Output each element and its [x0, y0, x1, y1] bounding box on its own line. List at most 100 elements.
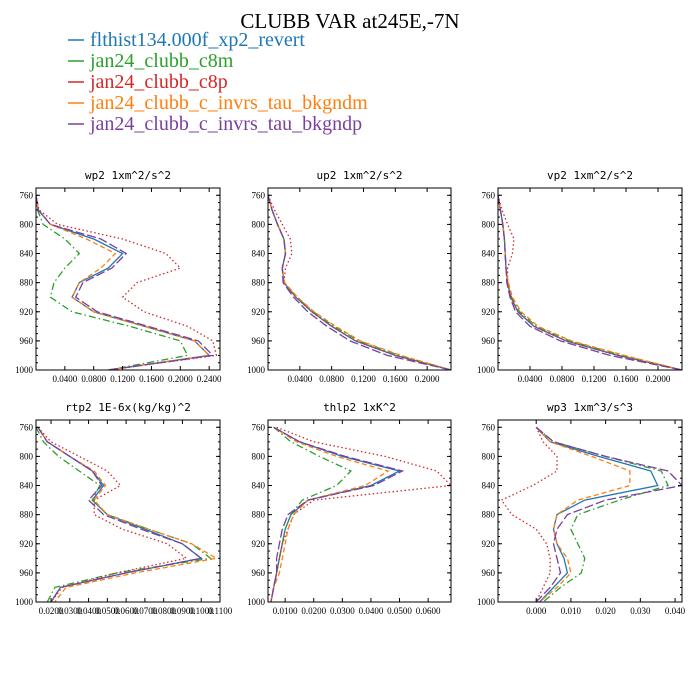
y-tick-label: 920 — [20, 539, 34, 549]
y-tick-label: 1000 — [247, 365, 266, 375]
x-tick-label: 0.0800 — [81, 374, 106, 384]
x-tick-label: 0.0300 — [57, 606, 82, 616]
x-tick-label: 0.0400 — [359, 606, 384, 616]
series-line — [36, 195, 211, 370]
series-line — [36, 195, 215, 370]
x-tick-label: 0.1200 — [110, 374, 135, 384]
x-tick-label: 0.0900 — [170, 606, 195, 616]
series-line — [535, 426, 682, 602]
series-line — [535, 426, 670, 602]
y-tick-label: 1000 — [15, 597, 34, 607]
y-tick-label: 840 — [482, 249, 496, 259]
x-tick-label: 0.000 — [526, 606, 547, 616]
x-tick-label: 0.2000 — [415, 374, 440, 384]
x-tick-label: 0.1100 — [208, 606, 233, 616]
x-tick-label: 0.1600 — [383, 374, 408, 384]
x-tick-label: 0.040 — [665, 606, 686, 616]
plot-frame — [35, 187, 221, 371]
y-tick-label: 760 — [20, 422, 34, 432]
y-tick-label: 800 — [20, 451, 34, 461]
y-tick-label: 880 — [20, 510, 34, 520]
y-tick-label: 920 — [252, 539, 266, 549]
y-tick-label: 880 — [482, 510, 496, 520]
y-tick-label: 840 — [20, 249, 34, 259]
x-tick-label: 0.0800 — [319, 374, 344, 384]
y-tick-label: 840 — [20, 481, 34, 491]
plot-frame — [35, 419, 221, 603]
x-tick-label: 0.0200 — [39, 606, 64, 616]
panel: up2 1xm^2/s^2 760 800 840 880 920 960 1000 0.040… — [247, 169, 452, 384]
x-tick-label: 0.0500 — [95, 606, 120, 616]
y-tick-label: 920 — [482, 539, 496, 549]
legend-label: jan24_clubb_c8m — [89, 50, 234, 72]
series-group — [268, 195, 451, 370]
series-line — [268, 195, 451, 370]
x-tick-label: 0.1600 — [139, 374, 164, 384]
x-tick-label: 0.2000 — [168, 374, 193, 384]
y-tick-label: 800 — [252, 219, 266, 229]
y-tick-label: 840 — [482, 481, 496, 491]
y-tick-label: 800 — [252, 451, 266, 461]
x-tick-label: 0.1200 — [351, 374, 376, 384]
legend-label: flthist134.000f_xp2_revert — [90, 29, 305, 51]
legend-entry: jan24_clubb_c_invrs_tau_bkgndm — [68, 92, 368, 114]
series-line — [498, 195, 682, 370]
y-tick-label: 880 — [252, 278, 266, 288]
y-tick-label: 920 — [252, 307, 266, 317]
x-tick-label: 0.010 — [561, 606, 582, 616]
y-tick-label: 960 — [252, 568, 266, 578]
y-tick-label: 1000 — [247, 597, 266, 607]
series-line — [36, 195, 211, 370]
series-line — [498, 195, 682, 370]
panel: rtp2 1E-6x(kg/kg)^2 760 800 840 880 920 960 100… — [15, 401, 233, 616]
x-tick-label: 0.0600 — [416, 606, 441, 616]
x-tick-label: 0.0400 — [518, 374, 543, 384]
panel: wp3 1xm^3/s^3 760 800 840 880 920 960 1000 0.000… — [477, 401, 686, 616]
x-tick-label: 0.0400 — [76, 606, 101, 616]
x-tick-label: 0.0600 — [114, 606, 139, 616]
plot-frame — [267, 187, 452, 371]
legend: flthist134.000f_xp2_revertjan24_clubb_c8… — [68, 29, 368, 135]
y-tick-label: 960 — [252, 336, 266, 346]
panel-title: rtp2 1E-6x(kg/kg)^2 — [65, 401, 191, 414]
x-tick-label: 0.0800 — [550, 374, 575, 384]
panel-title: wp2 1xm^2/s^2 — [85, 169, 171, 182]
x-tick-label: 0.020 — [595, 606, 616, 616]
panel-title: vp2 1xm^2/s^2 — [547, 169, 633, 182]
x-tick-label: 0.0100 — [273, 606, 298, 616]
x-tick-label: 0.2400 — [197, 374, 222, 384]
y-tick-label: 960 — [482, 568, 496, 578]
series-line — [498, 195, 682, 370]
series-line — [270, 426, 390, 602]
panel: wp2 1xm^2/s^2 760 800 840 880 920 960 1000 0.040… — [15, 169, 222, 384]
series-line — [535, 426, 631, 602]
y-tick-label: 800 — [482, 451, 496, 461]
series-group — [498, 195, 682, 370]
y-tick-label: 960 — [20, 336, 34, 346]
y-tick-label: 800 — [20, 219, 34, 229]
series-line — [270, 426, 353, 602]
x-tick-label: 0.0800 — [151, 606, 176, 616]
plot-frame — [497, 187, 683, 371]
series-line — [535, 426, 659, 602]
y-tick-label: 920 — [20, 307, 34, 317]
panel-title: wp3 1xm^3/s^3 — [547, 401, 633, 414]
series-line — [36, 195, 218, 370]
series-line — [498, 195, 682, 370]
y-tick-label: 840 — [252, 249, 266, 259]
legend-entry: jan24_clubb_c8m — [68, 50, 234, 72]
y-tick-label: 760 — [252, 422, 266, 432]
series-line — [268, 195, 451, 370]
y-tick-label: 760 — [252, 190, 266, 200]
x-tick-label: 0.030 — [630, 606, 651, 616]
legend-label: jan24_clubb_c_invrs_tau_bkgndp — [89, 113, 362, 135]
y-tick-label: 880 — [20, 278, 34, 288]
legend-label: jan24_clubb_c_invrs_tau_bkgndm — [89, 92, 368, 114]
legend-entry: jan24_clubb_c_invrs_tau_bkgndp — [68, 113, 362, 135]
panel: vp2 1xm^2/s^2 760 800 840 880 920 960 1000 0.040… — [477, 169, 683, 384]
x-tick-label: 0.0300 — [330, 606, 355, 616]
legend-entry: jan24_clubb_c8p — [68, 71, 228, 93]
y-tick-label: 840 — [252, 481, 266, 491]
